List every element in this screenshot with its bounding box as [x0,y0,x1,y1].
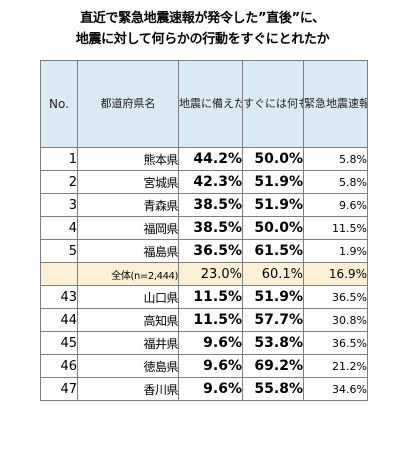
acted-immediately-cell: 42.3% [178,170,243,194]
could-not-act-cell: 53.8% [242,331,304,355]
header-could-not-act: すぐには何もできなかった [242,60,304,148]
prefecture-cell: 徳島県 [77,354,179,378]
table-row: 47 香川県 9.6% 55.8% 34.6% [40,377,368,401]
could-not-act-cell: 51.9% [242,170,304,194]
could-not-act-cell: 50.0% [242,147,304,171]
could-not-act-cell: 55.8% [242,377,304,401]
prefecture-cell: 青森県 [77,193,179,217]
rank-cell: 5 [40,239,78,263]
ranking-table: No. 都道府県名 地震に備えた行動がすぐできた すぐには何もできなかった 緊急… [40,60,368,401]
title-line-2: 地震に対して何らかの行動をすぐにとれたか [75,32,330,47]
table-row: 4 福岡県 38.5% 50.0% 11.5% [40,216,368,240]
could-not-act-cell: 51.9% [242,285,304,309]
rank-cell: 1 [40,147,78,171]
acted-immediately-cell: 38.5% [178,216,243,240]
table-row: 44 高知県 11.5% 57.7% 30.8% [40,308,368,332]
acted-immediately-cell: 11.5% [178,285,243,309]
never-heard-cell: 30.8% [303,308,368,332]
table-row: 1 熊本県 44.2% 50.0% 5.8% [40,147,368,171]
prefecture-cell: 熊本県 [77,147,179,171]
could-not-act-cell: 50.0% [242,216,304,240]
table-row: 45 福井県 9.6% 53.8% 36.5% [40,331,368,355]
rank-cell: 4 [40,216,78,240]
acted-immediately-cell: 44.2% [178,147,243,171]
total-could-not-act: 60.1% [242,262,304,286]
never-heard-cell: 34.6% [303,377,368,401]
table-row: 2 宮城県 42.3% 51.9% 5.8% [40,170,368,194]
rank-cell: 45 [40,331,78,355]
never-heard-cell: 5.8% [303,170,368,194]
never-heard-cell: 36.5% [303,331,368,355]
could-not-act-cell: 51.9% [242,193,304,217]
prefecture-cell: 高知県 [77,308,179,332]
table-row: 3 青森県 38.5% 51.9% 9.6% [40,193,368,217]
prefecture-cell: 福岡県 [77,216,179,240]
could-not-act-cell: 69.2% [242,354,304,378]
total-never-heard: 16.9% [303,262,368,286]
header-row: No. 都道府県名 地震に備えた行動がすぐできた すぐには何もできなかった 緊急… [40,60,368,148]
acted-immediately-cell: 9.6% [178,377,243,401]
never-heard-cell: 9.6% [303,193,368,217]
acted-immediately-cell: 38.5% [178,193,243,217]
never-heard-cell: 21.2% [303,354,368,378]
prefecture-cell: 福島県 [77,239,179,263]
header-never-heard: 緊急地震速報を聞いたことがない [303,60,368,148]
prefecture-cell: 香川県 [77,377,179,401]
total-label: 全体(n=2,444) [77,262,179,286]
total-acted-immediately: 23.0% [178,262,243,286]
table-row: 5 福島県 36.5% 61.5% 1.9% [40,239,368,263]
table-title: 直近で緊急地震速報が発令した”直後”に、 地震に対して何らかの行動をすぐにとれた… [0,8,405,50]
rank-cell: 3 [40,193,78,217]
rank-cell: 43 [40,285,78,309]
header-no: No. [40,60,78,148]
prefecture-cell: 宮城県 [77,170,179,194]
rank-cell: 44 [40,308,78,332]
acted-immediately-cell: 11.5% [178,308,243,332]
never-heard-cell: 1.9% [303,239,368,263]
could-not-act-cell: 57.7% [242,308,304,332]
table-row: 43 山口県 11.5% 51.9% 36.5% [40,285,368,309]
total-rank-cell [40,262,78,286]
total-row: 全体(n=2,444) 23.0% 60.1% 16.9% [40,262,368,286]
acted-immediately-cell: 36.5% [178,239,243,263]
header-prefecture: 都道府県名 [77,60,179,148]
header-acted-immediately: 地震に備えた行動がすぐできた [178,60,243,148]
never-heard-cell: 5.8% [303,147,368,171]
title-line-1: 直近で緊急地震速報が発令した”直後”に、 [80,11,325,26]
never-heard-cell: 36.5% [303,285,368,309]
acted-immediately-cell: 9.6% [178,354,243,378]
prefecture-cell: 福井県 [77,331,179,355]
rank-cell: 47 [40,377,78,401]
acted-immediately-cell: 9.6% [178,331,243,355]
could-not-act-cell: 61.5% [242,239,304,263]
never-heard-cell: 11.5% [303,216,368,240]
table-row: 46 徳島県 9.6% 69.2% 21.2% [40,354,368,378]
rank-cell: 2 [40,170,78,194]
prefecture-cell: 山口県 [77,285,179,309]
rank-cell: 46 [40,354,78,378]
